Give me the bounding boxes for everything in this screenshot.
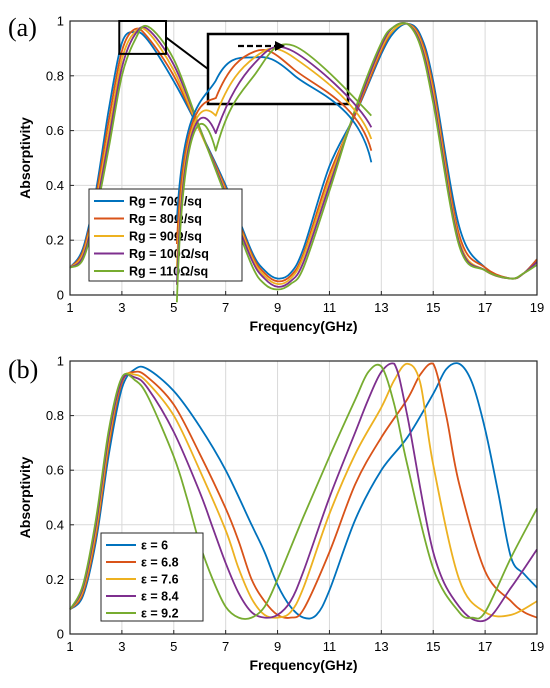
y-axis-label: Absorptivity <box>17 456 33 538</box>
series-line-5 <box>69 363 538 620</box>
inset-series-4 <box>175 45 373 285</box>
plot-frame <box>69 360 538 635</box>
y-tick-label: 0.2 <box>46 233 64 248</box>
y-tick-label: 1 <box>57 14 64 29</box>
panel-label: (b) <box>8 355 38 384</box>
x-tick-label: 17 <box>478 300 492 315</box>
legend-entry: ε = 6 <box>141 539 168 553</box>
x-tick-label: 15 <box>426 300 440 315</box>
x-tick-label: 9 <box>274 300 281 315</box>
x-tick-label: 1 <box>66 639 73 654</box>
x-tick-label: 3 <box>118 300 125 315</box>
x-tick-label: 19 <box>530 300 544 315</box>
legend-entry: ε = 6.8 <box>141 556 179 570</box>
legend-entry: Rg = 90Ω/sq <box>129 230 202 244</box>
inset-series-3 <box>175 47 373 268</box>
x-tick-label: 3 <box>118 639 125 654</box>
y-tick-label: 0.4 <box>46 178 64 193</box>
y-tick-label: 0.6 <box>46 463 64 478</box>
x-tick-label: 19 <box>530 639 544 654</box>
legend-entry: ε = 7.6 <box>141 573 179 587</box>
x-tick-label: 7 <box>222 639 229 654</box>
x-tick-label: 5 <box>170 639 177 654</box>
x-tick-label: 7 <box>222 300 229 315</box>
legend-entry: Rg = 100Ω/sq <box>129 247 209 261</box>
legend-entry: ε = 8.4 <box>141 590 179 604</box>
y-tick-label: 0 <box>57 627 64 642</box>
plot-frame <box>69 20 538 296</box>
legend-entry: ε = 9.2 <box>141 607 179 621</box>
y-tick-label: 0.8 <box>46 68 64 83</box>
x-axis-label: Frequency(GHz) <box>249 318 357 334</box>
y-tick-label: 0 <box>57 288 64 303</box>
x-axis-label: Frequency(GHz) <box>249 657 357 673</box>
legend-box <box>100 532 204 622</box>
legend-entry: Rg = 70Ω/sq <box>129 195 202 209</box>
y-tick-label: 0.8 <box>46 408 64 423</box>
x-tick-label: 13 <box>374 300 388 315</box>
inset-series-5 <box>175 43 372 303</box>
chart-panel-b: 1 3 5 7 9 11 13 15 17 1900.20.40.60.81Frequency(G… <box>8 354 544 674</box>
panel-label: (a) <box>8 13 37 42</box>
legend: Rg = 70Ω/sq Rg = 80Ω/sq Rg = 90Ω/sq Rg = 10… <box>88 188 243 282</box>
x-tick-label: 9 <box>274 639 281 654</box>
legend-entry: Rg = 80Ω/sq <box>129 212 202 226</box>
inset-series-2 <box>175 48 373 245</box>
y-tick-label: 1 <box>57 354 64 369</box>
series-line-4 <box>69 362 538 623</box>
y-axis-label: Absorptivity <box>17 117 33 199</box>
x-tick-label: 13 <box>374 639 388 654</box>
inset-zoom <box>118 20 373 303</box>
x-tick-label: 1 <box>66 300 73 315</box>
zoom-connector <box>165 36 209 70</box>
legend-entry: Rg = 110Ω/sq <box>129 265 208 279</box>
x-tick-label: 11 <box>323 639 337 654</box>
y-tick-label: 0.4 <box>46 517 64 532</box>
chart-panel-a: 1 3 5 7 9 11 13 15 17 1900.20.40.60.81Frequency(G… <box>8 13 544 334</box>
x-tick-label: 11 <box>323 300 337 315</box>
x-tick-label: 15 <box>426 639 440 654</box>
y-tick-label: 0.6 <box>46 123 64 138</box>
arrow-head-icon <box>275 41 285 51</box>
y-tick-label: 0.2 <box>46 572 64 587</box>
x-tick-label: 5 <box>170 300 177 315</box>
legend: ε = 6 ε = 6.8 ε = 7.6 ε = 8.4 ε = 9.2 <box>100 532 204 622</box>
x-tick-label: 17 <box>478 639 492 654</box>
series-line-5 <box>69 22 538 291</box>
series-line-1 <box>69 22 538 280</box>
